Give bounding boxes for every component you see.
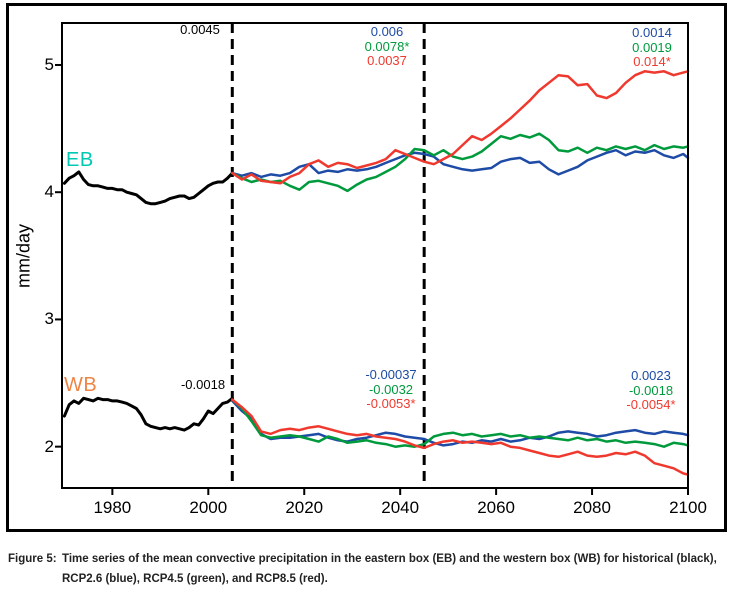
eb-end-trend: 0.0014 0.0019 0.014* [632, 25, 672, 70]
figure-caption-label: Figure 5: [8, 553, 57, 565]
series-line-eb-rcp4-5 [231, 132, 690, 193]
eb-mid-trend-value: 0.0037 [367, 53, 407, 68]
eb-end-trend-value: 0.0019 [632, 39, 672, 55]
series-line-wb-rcp2-6 [231, 399, 690, 447]
eb-mid-trend: 0.006 0.0078* 0.0037 [364, 24, 410, 69]
eb-historical-trend-value: 0.0045 [180, 22, 220, 37]
y-tick-label: 4 [44, 182, 54, 202]
wb-mid-trend-value: -0.0053* [366, 396, 416, 411]
x-tick-label: 2080 [573, 498, 611, 517]
y-tick-label: 2 [44, 436, 54, 456]
figure-caption-text: Time series of the mean convective preci… [62, 553, 717, 585]
series-line-wb-historical [62, 396, 234, 432]
wb-end-trend-value: -0.0018 [628, 382, 674, 398]
wb-end-trend-value: -0.0054* [626, 397, 676, 412]
wb-mid-trend: -0.00037 -0.0032 -0.0053* [365, 367, 417, 412]
eb-end-trend-value: 0.014* [633, 54, 671, 69]
series-region-label-wb: WB [64, 374, 98, 396]
series-line-eb-historical [62, 170, 234, 206]
series-region-label-eb: EB [66, 149, 94, 171]
series-line-wb-rcp8-5 [231, 398, 690, 476]
y-axis-label: mm/day [13, 223, 34, 289]
eb-mid-trend-value: 0.0078* [364, 38, 410, 54]
wb-mid-trend-value: -0.00037 [365, 367, 417, 382]
series-line-eb-rcp8-5 [231, 70, 690, 185]
wb-end-trend-value: 0.0023 [631, 368, 671, 383]
wb-end-trend: 0.0023 -0.0018 -0.0054* [626, 368, 676, 413]
plot-border [61, 22, 689, 489]
eb-mid-trend-value: 0.006 [370, 24, 404, 39]
x-tick-label: 2100 [669, 498, 707, 517]
x-tick-label: 2060 [477, 498, 516, 517]
eb-historical-trend: 0.0045 [180, 22, 220, 38]
wb-historical-trend-value: -0.0018 [180, 377, 226, 392]
x-tick-label: 2040 [381, 498, 420, 517]
x-tick-label: 2020 [285, 498, 324, 517]
x-tick-label: 2000 [189, 498, 228, 517]
x-tick-label: 1980 [93, 498, 132, 517]
y-tick-label: 5 [44, 54, 54, 74]
series-line-wb-rcp4-5 [231, 398, 690, 448]
figure-frame [6, 3, 727, 532]
y-tick-label: 3 [44, 309, 54, 329]
eb-end-trend-value: 0.0014 [632, 25, 672, 40]
wb-mid-trend-value: -0.0032 [368, 381, 414, 397]
figure-caption: Figure 5: Time series of the mean convec… [8, 549, 730, 589]
wb-historical-trend: -0.0018 [180, 377, 226, 393]
